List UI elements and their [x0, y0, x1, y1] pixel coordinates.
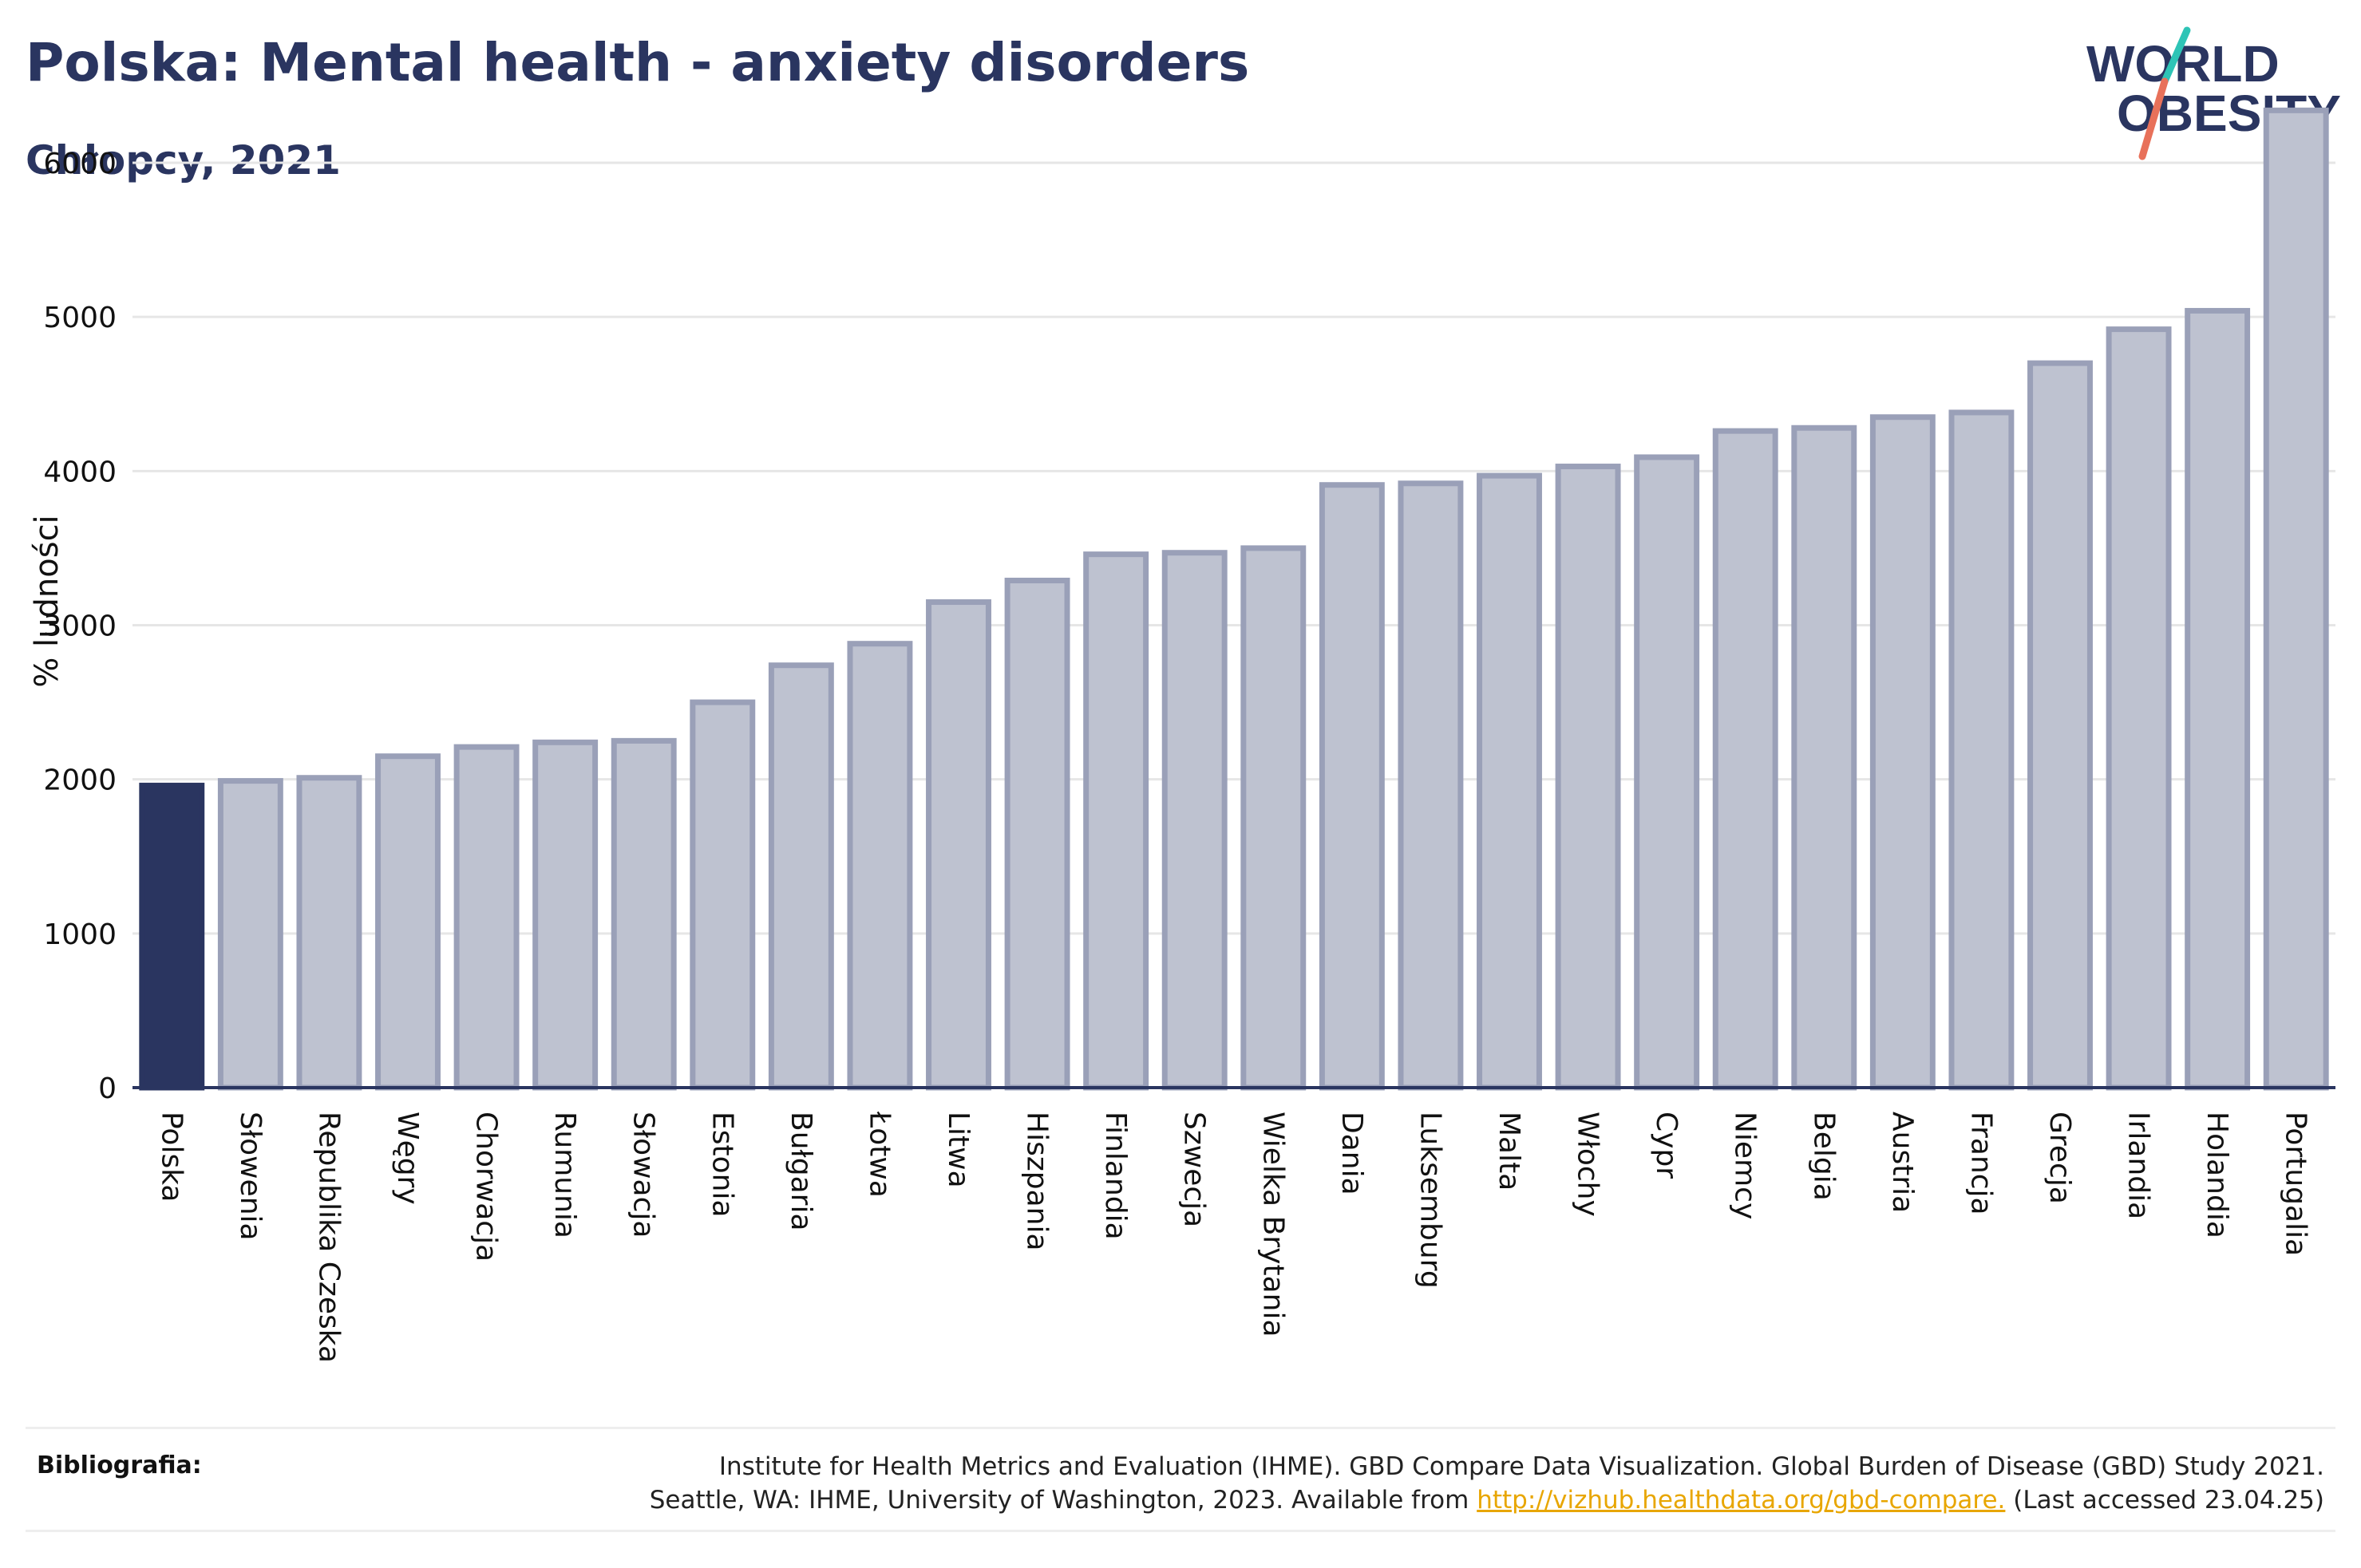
bar-niemcy [1712, 428, 1778, 1091]
bar-węgry [375, 753, 441, 1091]
x-tick-label: Słowacja [627, 1112, 660, 1238]
bibliography-line2-prefix: Seattle, WA: IHME, University of Washing… [649, 1486, 1477, 1515]
x-tick-label: Cypr [1650, 1112, 1683, 1179]
x-tick-label: Szwecja [1178, 1112, 1211, 1227]
bar-rumunia [532, 739, 599, 1091]
x-tick-label: Hiszpania [1021, 1112, 1054, 1251]
y-tick-label: 3000 [43, 610, 117, 643]
bar-chorwacja [453, 744, 520, 1091]
x-tick-label: Słowenia [234, 1112, 267, 1241]
x-tick-label: Bułgaria [785, 1112, 817, 1231]
bar-francja [1948, 409, 2015, 1091]
bar-republika-czeska [296, 775, 362, 1091]
bar-irlandia [2106, 326, 2172, 1091]
bibliography-line2: Seattle, WA: IHME, University of Washing… [650, 1483, 2324, 1517]
logo-slash-coral [2138, 77, 2169, 160]
bar-finlandia [1083, 551, 1149, 1091]
bar-dania [1319, 482, 1385, 1091]
bar-słowacja [611, 737, 677, 1091]
bar-estonia [690, 699, 756, 1091]
x-tick-label: Estonia [706, 1112, 738, 1218]
bar-holandia [2185, 307, 2251, 1091]
x-tick-label: Rumunia [548, 1112, 581, 1238]
x-tick-label: Włochy [1572, 1112, 1604, 1217]
bar-grecja [2027, 360, 2093, 1091]
x-tick-label: Malta [1493, 1112, 1525, 1191]
x-tick-label: Portugalia [2280, 1112, 2312, 1256]
logo-slash-teal [2161, 26, 2191, 85]
y-tick-label: 6000 [43, 148, 117, 180]
bibliography-label: Bibliografia: [37, 1451, 202, 1479]
source-link[interactable]: http://vizhub.healthdata.org/gbd-compare… [1477, 1486, 2006, 1515]
x-tick-label: Luksemburg [1414, 1112, 1446, 1289]
x-tick-label: Finlandia [1099, 1112, 1132, 1240]
y-tick-label: 0 [98, 1072, 117, 1105]
bar-łotwa [847, 641, 913, 1091]
x-tick-label: Grecja [2043, 1112, 2076, 1204]
y-tick-label: 2000 [43, 764, 117, 797]
x-tick-label: Austria [1886, 1112, 1919, 1213]
bar-hiszpania [1004, 577, 1070, 1091]
chart-subtitle: Chłopcy, 2021 [26, 137, 341, 184]
x-tick-label: Litwa [942, 1112, 975, 1188]
x-tick-label: Francja [1964, 1112, 1997, 1215]
bar-austria [1869, 414, 1936, 1091]
x-tick-label: Irlandia [2122, 1112, 2155, 1219]
bar-luksemburg [1398, 480, 1464, 1091]
y-tick-label: 5000 [43, 302, 117, 334]
bibliography-text: Institute for Health Metrics and Evaluat… [650, 1450, 2324, 1517]
bar-wielka-brytania [1240, 545, 1307, 1091]
bar-cypr [1634, 454, 1700, 1091]
x-tick-label: Belgia [1807, 1112, 1840, 1201]
y-tick-label: 1000 [43, 918, 117, 951]
bar-malta [1477, 472, 1542, 1091]
y-tick-label: 4000 [43, 456, 117, 488]
x-tick-label: Chorwacja [470, 1112, 503, 1262]
y-axis-label: % ludności [29, 515, 65, 687]
bar-portugalia [2263, 107, 2329, 1091]
bar-słowenia [217, 778, 283, 1091]
x-tick-label: Dania [1335, 1112, 1368, 1195]
bibliography-footer: Bibliografia: Institute for Health Metri… [26, 1427, 2335, 1532]
x-tick-label: Republika Czeska [312, 1112, 345, 1363]
chart-title: Polska: Mental health - anxiety disorder… [26, 32, 1250, 93]
bibliography-line2-suffix: (Last accessed 23.04.25) [2005, 1486, 2324, 1515]
bar-włochy [1555, 464, 1621, 1091]
bar-belgia [1791, 425, 1857, 1091]
x-tick-label: Polska [155, 1112, 188, 1202]
bibliography-line1: Institute for Health Metrics and Evaluat… [718, 1452, 2324, 1481]
x-tick-label: Wielka Brytania [1256, 1112, 1289, 1337]
bar-szwecja [1161, 550, 1228, 1091]
x-tick-label: Łotwa [863, 1111, 896, 1198]
x-tick-label: Niemcy [1729, 1112, 1762, 1219]
bar-bułgaria [768, 662, 834, 1091]
bar-chart: 0 1000 2000 3000 4000 5000 6000 % ludności Polsk… [29, 107, 2335, 1363]
bar-polska [139, 782, 205, 1091]
x-tick-label: Węgry [391, 1112, 424, 1205]
x-tick-label: Holandia [2201, 1112, 2233, 1238]
bar-litwa [926, 599, 991, 1091]
